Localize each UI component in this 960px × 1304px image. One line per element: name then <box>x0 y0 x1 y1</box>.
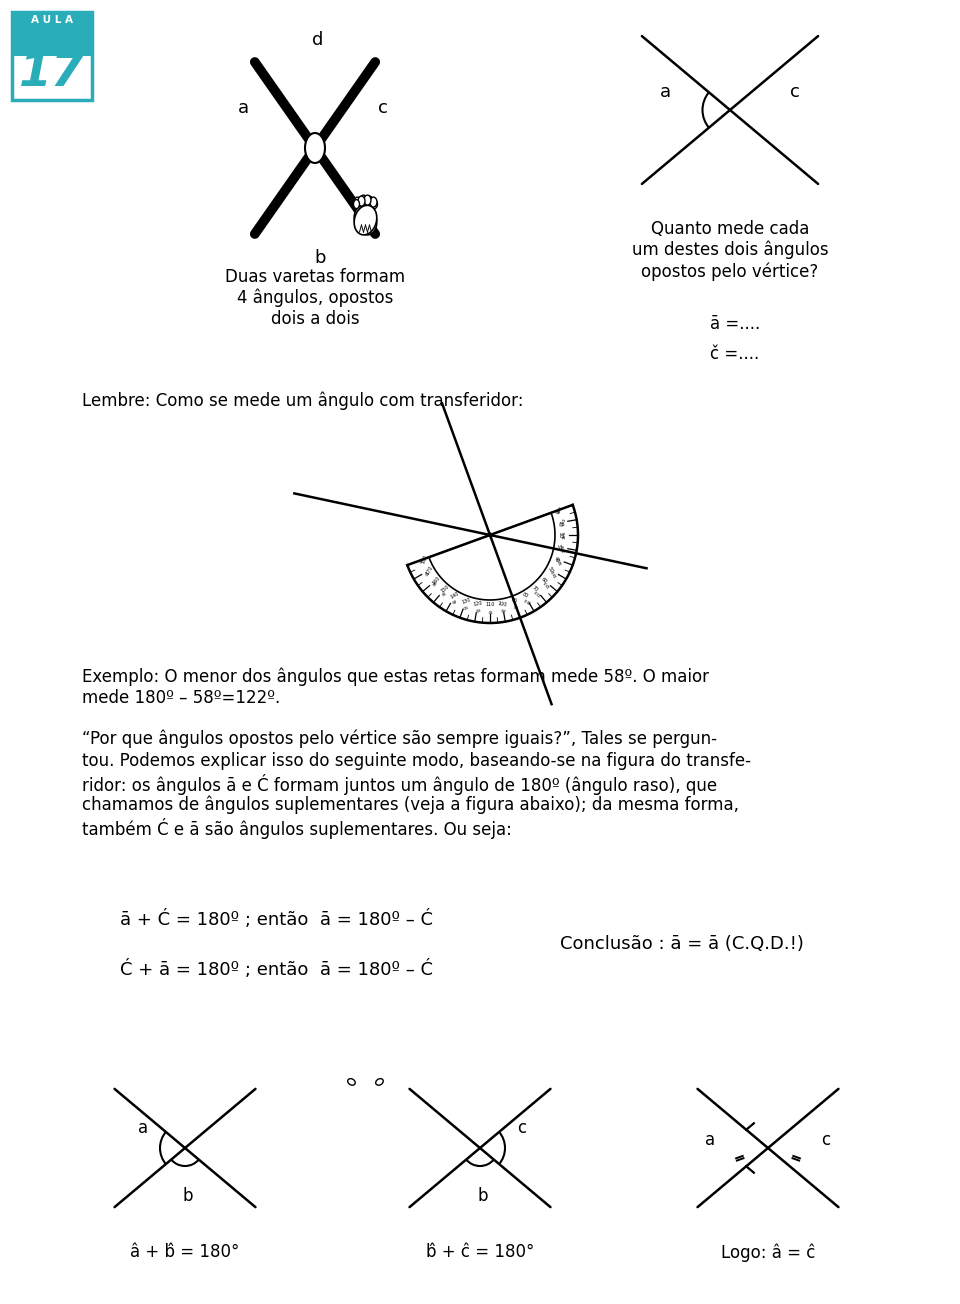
Text: 100: 100 <box>523 596 532 604</box>
Text: ā =....: ā =.... <box>710 316 760 333</box>
Text: 90: 90 <box>513 602 519 608</box>
Text: 60: 60 <box>540 576 547 584</box>
Text: c: c <box>378 99 388 117</box>
Text: 150: 150 <box>562 544 566 553</box>
Text: c: c <box>517 1119 527 1137</box>
Text: 60: 60 <box>474 606 480 612</box>
Text: “Por que ângulos opostos pelo vértice são sempre iguais?”, Tales se pergun-: “Por que ângulos opostos pelo vértice sã… <box>82 730 717 748</box>
Text: 17: 17 <box>19 51 84 96</box>
Text: Lembre: Como se mede um ângulo com transferidor:: Lembre: Como se mede um ângulo com trans… <box>82 393 523 411</box>
Text: 0: 0 <box>553 509 559 514</box>
Text: 130: 130 <box>461 597 471 605</box>
Ellipse shape <box>348 1078 355 1085</box>
Ellipse shape <box>353 200 359 209</box>
Text: d: d <box>312 31 324 50</box>
Text: 120: 120 <box>472 601 483 608</box>
Text: 30: 30 <box>556 544 562 550</box>
Text: Logo: â = ĉ: Logo: â = ĉ <box>721 1243 815 1261</box>
Text: 40: 40 <box>449 597 456 602</box>
Text: 120: 120 <box>543 579 552 588</box>
Ellipse shape <box>366 196 373 206</box>
Text: Ć + ā = 180º ; então  ā = 180º – Ć: Ć + ā = 180º ; então ā = 180º – Ć <box>120 960 433 979</box>
Text: c: c <box>822 1131 830 1149</box>
Text: 180: 180 <box>420 554 428 565</box>
Ellipse shape <box>372 200 377 209</box>
Text: 150: 150 <box>440 584 450 593</box>
Text: 50: 50 <box>461 602 468 609</box>
Text: 160: 160 <box>431 575 442 585</box>
Text: a: a <box>705 1131 715 1149</box>
Ellipse shape <box>360 196 367 205</box>
Text: 130: 130 <box>551 569 559 578</box>
Text: 110: 110 <box>486 602 494 608</box>
Ellipse shape <box>370 197 377 207</box>
Ellipse shape <box>375 1078 383 1085</box>
Text: a: a <box>237 99 249 117</box>
Text: 70: 70 <box>531 584 539 592</box>
Text: 10: 10 <box>422 569 428 576</box>
Ellipse shape <box>354 205 376 235</box>
Text: č =....: č =.... <box>710 346 759 363</box>
Text: A U L A: A U L A <box>31 16 73 25</box>
Text: b̂ + ĉ = 180°: b̂ + ĉ = 180° <box>426 1243 534 1261</box>
Text: Duas varetas formam
4 ângulos, opostos
dois a dois: Duas varetas formam 4 ângulos, opostos d… <box>225 269 405 329</box>
Text: 70: 70 <box>488 608 492 612</box>
Text: a: a <box>660 83 671 100</box>
Text: 100: 100 <box>497 601 507 608</box>
Text: b: b <box>314 249 325 267</box>
Text: Exemplo: O menor dos ângulos que estas retas formam mede 58º. O maior
mede 180º : Exemplo: O menor dos ângulos que estas r… <box>82 668 709 707</box>
Text: c: c <box>790 83 800 100</box>
Text: 110: 110 <box>534 588 542 597</box>
Text: 40: 40 <box>552 556 559 563</box>
Text: 80: 80 <box>521 592 529 600</box>
Text: 50: 50 <box>547 566 554 574</box>
Ellipse shape <box>364 196 371 205</box>
Ellipse shape <box>354 197 361 207</box>
Text: a: a <box>138 1119 148 1137</box>
Bar <box>12 12 92 100</box>
Text: 30: 30 <box>439 589 445 596</box>
Text: 0: 0 <box>418 558 421 562</box>
Text: 160: 160 <box>563 531 567 539</box>
Text: também Ć e ā são ângulos suplementares. Ou seja:: também Ć e ā são ângulos suplementares. … <box>82 818 512 838</box>
Text: 20: 20 <box>429 580 436 587</box>
Text: 140: 140 <box>449 591 460 600</box>
Ellipse shape <box>354 205 376 235</box>
Text: ā + Ć = 180º ; então  ā = 180º – Ć: ā + Ć = 180º ; então ā = 180º – Ć <box>120 910 433 928</box>
Text: b: b <box>478 1187 489 1205</box>
Text: 170: 170 <box>562 518 566 527</box>
Ellipse shape <box>358 196 365 206</box>
Text: Conclusão : ā = ā (C.Q.D.!): Conclusão : ā = ā (C.Q.D.!) <box>560 935 804 953</box>
Text: 180: 180 <box>557 505 564 514</box>
Text: 10: 10 <box>556 519 562 527</box>
Text: 80: 80 <box>500 606 506 612</box>
Text: 170: 170 <box>425 565 434 575</box>
Text: 90: 90 <box>510 597 517 604</box>
Text: tou. Podemos explicar isso do seguinte modo, baseando-se na figura do transfe-: tou. Podemos explicar isso do seguinte m… <box>82 752 751 769</box>
Text: 140: 140 <box>557 556 564 565</box>
Text: chamamos de ângulos suplementares (veja a figura abaixo); da mesma forma,: chamamos de ângulos suplementares (veja … <box>82 795 739 815</box>
Ellipse shape <box>305 133 325 163</box>
Text: ridor: os ângulos ā e Ć formam juntos um ângulo de 180º (ângulo raso), que: ridor: os ângulos ā e Ć formam juntos um… <box>82 775 717 795</box>
Bar <box>12 12 92 56</box>
Text: b: b <box>182 1187 193 1205</box>
Text: 20: 20 <box>558 532 563 539</box>
Text: Quanto mede cada
um destes dois ângulos
opostos pelo vértice?: Quanto mede cada um destes dois ângulos … <box>632 220 828 280</box>
Text: â + b̂ = 180°: â + b̂ = 180° <box>131 1243 240 1261</box>
